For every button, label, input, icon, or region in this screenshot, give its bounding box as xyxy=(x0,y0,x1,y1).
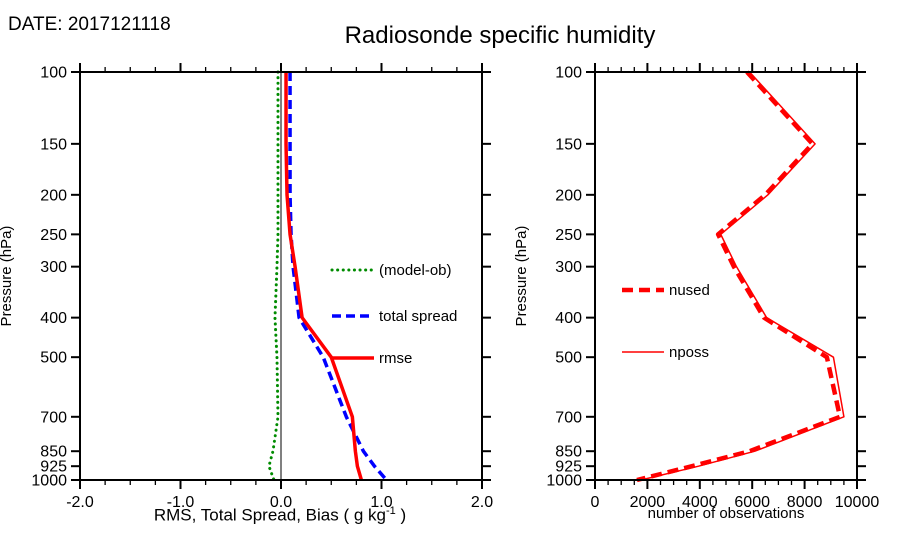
series-nposs xyxy=(640,71,845,481)
y-tick-label: 500 xyxy=(40,350,67,367)
y-tick-label: 400 xyxy=(40,310,67,327)
x-tick-label: -1.0 xyxy=(167,494,195,511)
y-tick-label: 500 xyxy=(555,350,582,367)
y-tick-label: 100 xyxy=(555,65,582,82)
legend: nused nposs xyxy=(622,282,710,361)
legend-label: nused xyxy=(669,282,710,299)
y-tick-label: 250 xyxy=(555,227,582,244)
legend-label: total spread xyxy=(379,308,457,325)
y-tick-label: 100 xyxy=(40,65,67,82)
series--model-ob- xyxy=(267,70,280,482)
legend-label: (model-ob) xyxy=(379,262,452,279)
y-tick-label: 850 xyxy=(555,444,582,461)
plot-border xyxy=(594,71,858,481)
series-nused xyxy=(636,70,843,483)
x-tick-label: 1.0 xyxy=(370,494,392,511)
x-tick-label: 4000 xyxy=(682,494,718,511)
x-axis-ticks: -2.0 -1.0 0.0 1.0 2.0 xyxy=(66,63,493,511)
x-tick-label: 6000 xyxy=(734,494,770,511)
y-tick-label: 250 xyxy=(40,227,67,244)
x-minor-ticks xyxy=(607,67,845,485)
legend-label: nposs xyxy=(669,344,709,361)
y-tick-label: 150 xyxy=(40,136,67,153)
x-tick-label: -2.0 xyxy=(66,494,94,511)
x-tick-label: 2000 xyxy=(630,494,666,511)
y-tick-label: 300 xyxy=(40,259,67,276)
x-axis-ticks: 0 2000 4000 6000 8000 10000 xyxy=(591,63,880,511)
legend: (model-ob) total spread rmse xyxy=(330,262,457,367)
y-tick-label: 150 xyxy=(555,136,582,153)
series-total-spread xyxy=(288,72,388,482)
panel-left: -2.0 -1.0 0.0 1.0 2.0 100 150 200 250 300 400 500 70… xyxy=(31,63,493,511)
y-tick-label: 1000 xyxy=(546,473,582,490)
panel-right: 0 2000 4000 6000 8000 10000 100 150 200 250 300 400… xyxy=(546,63,879,511)
y-tick-label: 200 xyxy=(40,187,67,204)
right-x-axis-label: number of observations xyxy=(647,505,805,522)
y-tick-label: 700 xyxy=(555,409,582,426)
x-tick-label: 0 xyxy=(591,494,600,511)
y-tick-label: 200 xyxy=(555,187,582,204)
legend-label: rmse xyxy=(379,350,412,367)
y-tick-label: 400 xyxy=(555,310,582,327)
x-tick-label: 0.0 xyxy=(270,494,292,511)
x-tick-label: 2.0 xyxy=(471,494,493,511)
plot-border xyxy=(79,71,483,481)
date-label: DATE: 2017121118 xyxy=(8,14,171,35)
left-x-axis-label-end: ) xyxy=(395,505,407,525)
chart-title: Radiosonde specific humidity xyxy=(344,22,656,49)
left-panel-chart: -2.0 -1.0 0.0 1.0 2.0 100 150 200 250 300 400 500 70… xyxy=(31,63,493,511)
y-tick-label: 300 xyxy=(555,259,582,276)
x-tick-label: 8000 xyxy=(787,494,823,511)
left-x-axis-label: RMS, Total Spread, Bias ( g kg-1 ) xyxy=(60,505,500,526)
left-x-axis-label-main: RMS, Total Spread, Bias ( g kg xyxy=(153,505,386,525)
series-rmse xyxy=(284,72,364,481)
x-tick-label: 10000 xyxy=(835,494,880,511)
y-tick-label: 700 xyxy=(40,409,67,426)
right-panel-chart: 0 2000 4000 6000 8000 10000 100 150 200 250 300 400… xyxy=(546,63,879,511)
y-tick-label: 1000 xyxy=(31,473,67,490)
y-tick-label: 925 xyxy=(40,459,67,476)
y-tick-label: 925 xyxy=(555,459,582,476)
y-tick-label: 850 xyxy=(40,444,67,461)
left-x-axis-label-sup: -1 xyxy=(385,505,396,517)
